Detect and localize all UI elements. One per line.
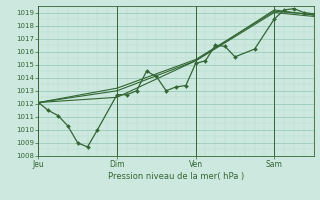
X-axis label: Pression niveau de la mer( hPa ): Pression niveau de la mer( hPa )	[108, 172, 244, 181]
